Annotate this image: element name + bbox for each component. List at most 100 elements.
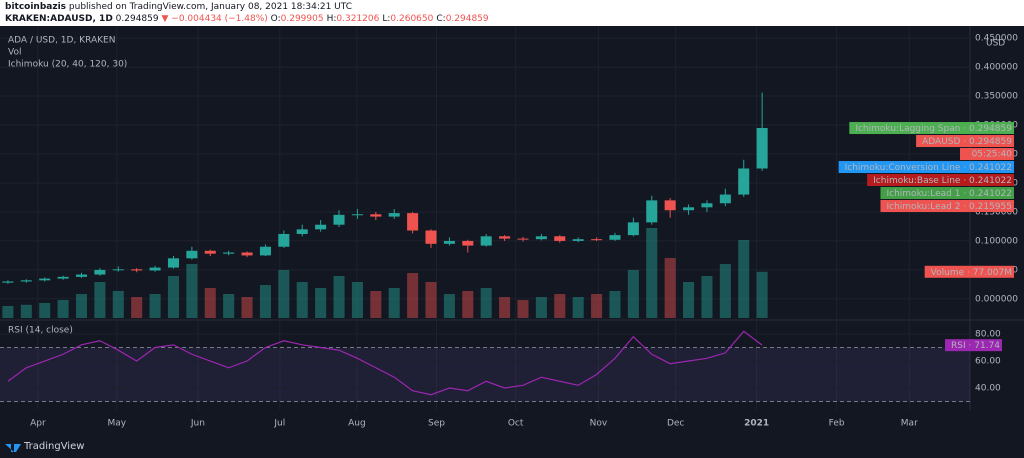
candle-body — [351, 214, 363, 216]
price-tag-name: Ichimoku:Lagging Span — [855, 124, 960, 134]
candle-body — [186, 250, 198, 259]
legend-item: Ichimoku (20, 40, 120, 30) — [8, 60, 127, 70]
price-tag-value: 0.241022 — [969, 163, 1012, 173]
candle-body — [20, 280, 32, 282]
price-tag-bg — [916, 135, 1014, 148]
y-tick-label: 0.100000 — [975, 236, 1018, 246]
ohlc-value: 0.260650 — [390, 14, 434, 24]
volume-bar — [683, 282, 695, 318]
footer: TradingView — [0, 436, 1024, 458]
x-tick-label: May — [108, 419, 127, 429]
candle-body — [131, 269, 143, 271]
price-tag: Ichimoku:Lead 1 · 0.241022 — [880, 187, 1014, 200]
volume-bar — [756, 271, 768, 318]
ohlc-key: C: — [436, 14, 446, 24]
volume-bar — [315, 288, 327, 318]
candle-body — [664, 200, 676, 211]
volume-bar — [75, 294, 88, 318]
countdown-bg — [960, 148, 1014, 161]
candle-body — [241, 252, 253, 256]
volume-bar — [591, 294, 603, 318]
price-tag-sep: · — [960, 176, 969, 186]
price-tag-bg — [838, 161, 1014, 174]
y-tick-label: 0.000000 — [975, 294, 1018, 304]
countdown: 05:25:40 — [972, 150, 1013, 160]
candle-body — [535, 236, 547, 240]
price-tag: Ichimoku:Lagging Span · 0.294859 — [849, 122, 1014, 135]
price-tag-value: 0.294859 — [969, 124, 1012, 134]
rsi-tag-bg — [945, 339, 1002, 352]
candle-body — [407, 213, 419, 231]
candle-body — [462, 240, 474, 246]
x-tick-label: Apr — [30, 419, 46, 429]
background — [0, 26, 1024, 436]
volume-bar — [480, 288, 492, 318]
volume-bar — [462, 291, 474, 318]
ohlc-key: L: — [382, 14, 391, 24]
price-tag-text: Ichimoku:Lead 1 · 0.241022 — [886, 189, 1012, 199]
candle-body — [2, 281, 14, 283]
volume-bar — [425, 282, 437, 318]
price-tag: Ichimoku:Conversion Line · 0.241022 — [838, 161, 1014, 174]
volume-bar — [278, 270, 290, 318]
volume-bar — [443, 294, 455, 318]
volume-bar — [20, 304, 32, 318]
candle-body — [701, 203, 713, 208]
volume-bar — [186, 264, 198, 318]
volume-bar — [609, 291, 621, 318]
price-tag-sep: · — [960, 163, 969, 173]
ohlc-value: 0.321206 — [336, 14, 380, 24]
volume-bar — [407, 273, 419, 318]
volume-bar — [149, 294, 161, 318]
volume-tag-bg — [924, 265, 1014, 278]
x-tick-label: Oct — [508, 419, 524, 429]
y-tick-label: 0.150000 — [975, 207, 1018, 217]
price-tag-value: 0.241022 — [969, 176, 1012, 186]
rsi-tag: RSI · 71.74 — [945, 339, 1002, 352]
volume-bar — [57, 300, 69, 318]
price-tag-value: 0.294859 — [969, 137, 1012, 147]
volume-bar — [204, 288, 216, 318]
x-tick-label: Aug — [348, 419, 366, 429]
candle-body — [517, 238, 529, 240]
candle-body — [39, 278, 51, 281]
y-tick-label: 0.450000 — [975, 34, 1018, 44]
candle-body — [443, 240, 455, 244]
volume-bar — [351, 282, 363, 318]
x-tick-label: Sep — [428, 419, 445, 429]
x-tick-label: Mar — [901, 419, 918, 429]
candle-body — [75, 274, 88, 277]
candle-body — [756, 128, 768, 169]
chart: Apr May Jun Jul Aug Sep Oct Nov Dec 2021 Feb Mar 0.0… — [0, 26, 1024, 436]
candle-body — [572, 239, 584, 241]
author: bitcoinbazis — [5, 2, 67, 12]
candle-body — [591, 239, 603, 241]
y-tick-label: 0.350000 — [975, 92, 1018, 102]
volume-bar — [112, 291, 124, 318]
ohlc: O:0.299905 H:0.321206 L:0.260650 C:0.294859 — [271, 14, 492, 24]
symbol: KRAKEN:ADAUSD, 1D — [5, 14, 113, 24]
candle-body — [388, 213, 400, 217]
legend-item: RSI (14, close) — [8, 326, 73, 336]
last: 0.294859 — [115, 14, 159, 24]
volume-bar — [167, 276, 179, 318]
price-tag-bg — [880, 187, 1014, 200]
price-tag: Ichimoku:Base Line · 0.241022 — [867, 174, 1014, 187]
candle-body — [609, 235, 621, 240]
candle-body — [296, 229, 308, 234]
price-tag-sep: · — [960, 202, 969, 212]
rsi-tag-text: RSI · 71.74 — [951, 341, 1000, 351]
candle-body — [149, 267, 161, 271]
price-tag-text: Ichimoku:Lagging Span · 0.294859 — [855, 124, 1012, 134]
brand: TradingView — [24, 441, 85, 452]
ohlc-value: 0.299905 — [280, 14, 324, 24]
volume-bar — [259, 285, 271, 318]
volume-bar — [39, 303, 51, 318]
price-tag-sep: · — [960, 189, 969, 199]
candle-body — [167, 258, 179, 268]
candle-body — [278, 233, 290, 247]
price-tag-bg — [867, 174, 1014, 187]
volume-bar — [701, 276, 713, 318]
volume-bar — [499, 297, 511, 318]
change: ▼ −0.004434 (−1.48%) — [161, 14, 268, 24]
